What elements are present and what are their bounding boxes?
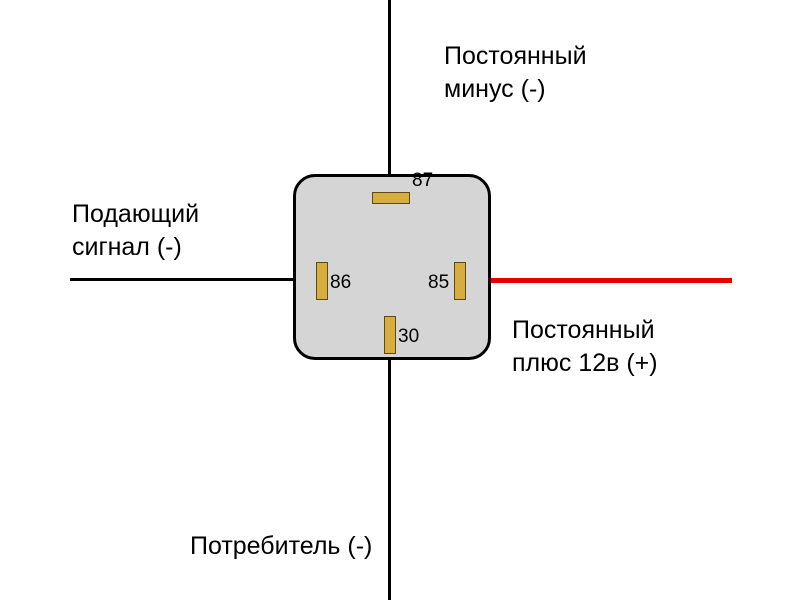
terminal-86 bbox=[316, 262, 328, 300]
terminal-30 bbox=[384, 316, 396, 354]
wire-left bbox=[70, 278, 318, 281]
pin-label-85: 85 bbox=[428, 272, 449, 294]
pin-label-30: 30 bbox=[398, 326, 419, 348]
wire-top bbox=[388, 0, 391, 192]
label-constant-plus-12v: Постоянный плюс 12в (+) bbox=[512, 314, 658, 379]
terminal-87 bbox=[372, 192, 410, 204]
label-consumer: Потребитель (-) bbox=[190, 530, 372, 563]
pin-label-87: 87 bbox=[412, 170, 433, 192]
wire-bottom bbox=[388, 318, 391, 600]
wire-right bbox=[462, 278, 732, 283]
relay-diagram: 87 86 85 30 Постоянный минус (-) Подающи… bbox=[0, 0, 800, 600]
terminal-85 bbox=[454, 262, 466, 300]
label-constant-minus: Постоянный минус (-) bbox=[444, 40, 587, 105]
label-signal-input: Подающий сигнал (-) bbox=[72, 198, 199, 263]
pin-label-86: 86 bbox=[330, 272, 351, 294]
